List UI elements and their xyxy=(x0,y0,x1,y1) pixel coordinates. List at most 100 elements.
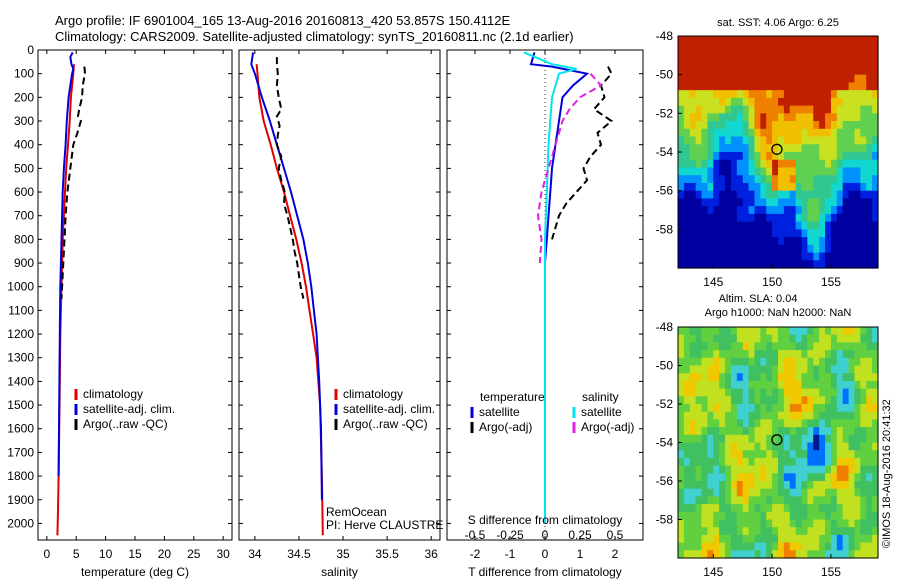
map-cell xyxy=(683,36,691,45)
map-cell xyxy=(678,542,685,551)
map-cell xyxy=(866,43,873,53)
map-cell xyxy=(807,527,814,536)
map-cell xyxy=(730,237,738,246)
map-cell xyxy=(748,442,756,451)
map-cell xyxy=(807,404,814,413)
map-cell xyxy=(866,260,873,269)
map-cell xyxy=(730,473,738,482)
map-cell xyxy=(707,396,714,405)
map-cell xyxy=(701,167,709,176)
map-cell xyxy=(683,450,691,459)
map-cell xyxy=(725,481,732,490)
map-cell xyxy=(742,152,750,161)
map-cell xyxy=(830,97,838,107)
map-cell xyxy=(866,121,873,130)
map-cell xyxy=(748,213,756,223)
map-cell xyxy=(860,396,867,405)
map-cell xyxy=(760,237,767,246)
map-cell xyxy=(801,221,809,230)
map-cell xyxy=(683,244,691,254)
map-cell xyxy=(713,388,720,397)
map-cell xyxy=(695,43,703,53)
map-cell xyxy=(872,121,879,130)
map-cell xyxy=(730,504,738,513)
map-cell xyxy=(695,457,703,467)
map-cell xyxy=(813,396,820,405)
map-cell xyxy=(819,427,826,436)
map-cell xyxy=(872,404,879,413)
map-cell xyxy=(813,74,820,83)
map-cell xyxy=(689,473,697,482)
map-cell xyxy=(707,434,714,444)
map-cell xyxy=(719,388,726,397)
map-cell xyxy=(730,159,738,169)
map-cell xyxy=(683,342,691,351)
map-cell xyxy=(742,427,750,436)
map-cell xyxy=(813,136,820,145)
map-cell xyxy=(754,527,761,536)
map-cell xyxy=(689,59,697,68)
map-cell xyxy=(683,411,691,420)
map-cell xyxy=(783,152,791,161)
map-cell xyxy=(842,396,850,405)
map-cell xyxy=(695,388,703,397)
map-cell xyxy=(695,442,703,451)
map-cell xyxy=(736,527,744,536)
map-cell xyxy=(689,350,697,359)
map-cell xyxy=(842,198,850,207)
map-cell xyxy=(854,121,861,130)
map-cell xyxy=(772,167,779,176)
map-cell xyxy=(766,66,773,76)
map-cell xyxy=(725,36,732,45)
map-cell xyxy=(795,252,803,261)
map-cell xyxy=(830,182,838,192)
map-cell xyxy=(789,82,797,91)
map-cell xyxy=(707,244,714,254)
map-cell xyxy=(766,542,773,551)
map-cell xyxy=(872,327,879,336)
map-cell xyxy=(825,167,832,176)
map-cell xyxy=(701,74,709,83)
map-cell xyxy=(754,198,761,207)
map-cell xyxy=(854,419,861,428)
map-cell xyxy=(819,198,826,207)
map-cell xyxy=(713,237,720,246)
map-cell xyxy=(854,105,861,114)
map-cell xyxy=(730,144,738,153)
map-cell xyxy=(825,342,832,351)
map-cell xyxy=(813,244,820,254)
map-cell xyxy=(778,221,785,230)
map-cell xyxy=(707,97,714,107)
map-cell xyxy=(678,519,685,528)
map-cell xyxy=(754,334,761,343)
map-cell xyxy=(783,342,791,351)
map-cell xyxy=(713,511,720,521)
map-cell xyxy=(848,59,856,68)
map-cell xyxy=(754,190,761,199)
map-cell xyxy=(766,213,773,223)
map-cell xyxy=(725,396,732,405)
series-line-argo-raw-qc- xyxy=(275,57,305,299)
map-cell xyxy=(836,36,844,45)
map-cell xyxy=(719,519,726,528)
map-cell xyxy=(854,511,861,521)
map-cell xyxy=(860,342,867,351)
map-cell xyxy=(695,542,703,551)
map-cell xyxy=(836,237,844,246)
map-cell xyxy=(713,59,720,68)
map-cell xyxy=(842,221,850,230)
map-cell xyxy=(813,167,820,176)
salinity-panel: 34 34.5 35 35.5 36salinityclimatologysatelli… xyxy=(238,49,443,579)
map-cell xyxy=(719,152,726,161)
map-cell xyxy=(872,488,879,497)
map-cell xyxy=(695,244,703,254)
map-cell xyxy=(783,550,791,559)
map-cell xyxy=(801,457,809,467)
map-cell xyxy=(836,74,844,83)
map-cell xyxy=(701,51,709,60)
map-cell xyxy=(689,229,697,238)
map-cell xyxy=(713,159,720,169)
map-cell xyxy=(789,237,797,246)
map-cell xyxy=(713,221,720,230)
y-tick-label: 500 xyxy=(14,161,34,175)
